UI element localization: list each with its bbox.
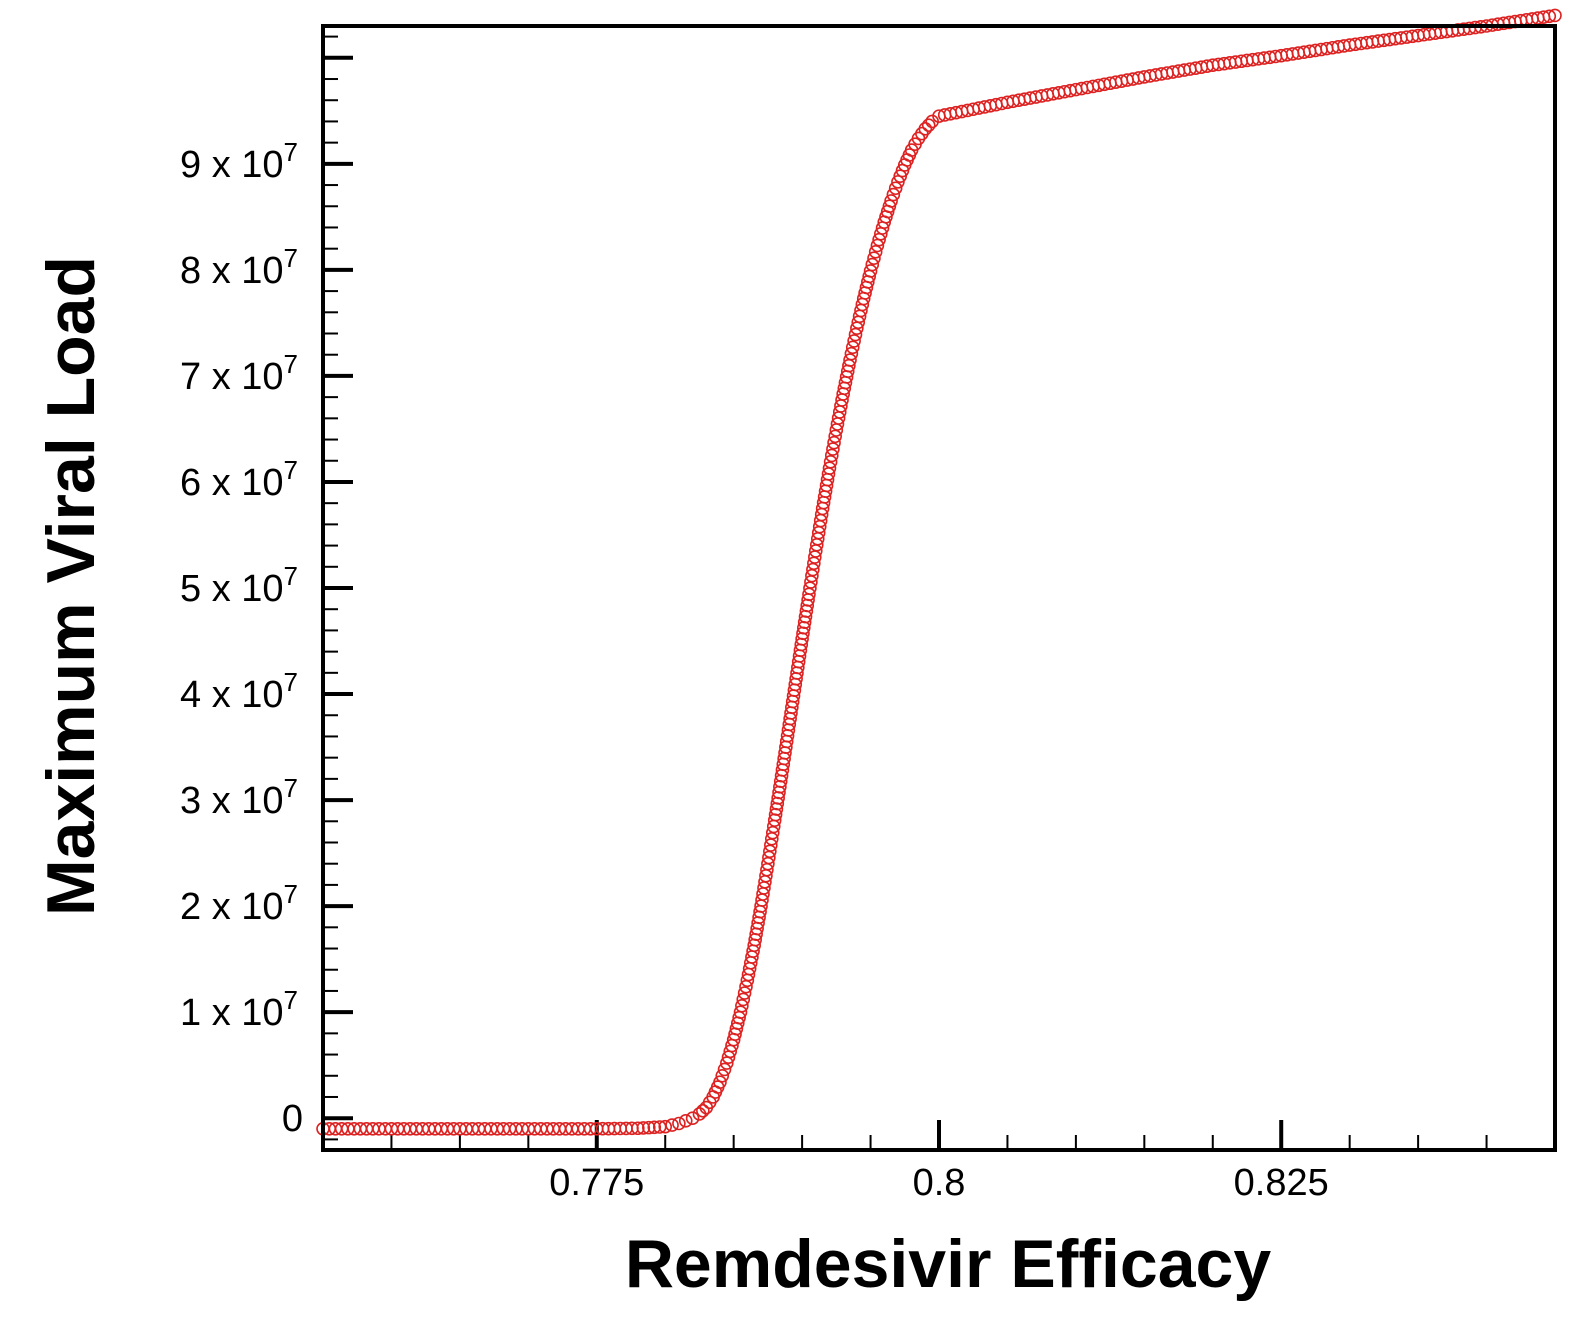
y-tick-label: 8 x 107 — [180, 243, 298, 292]
data-point — [845, 340, 860, 355]
data-point — [824, 448, 839, 463]
data-point — [844, 346, 859, 361]
data-point — [918, 122, 933, 136]
data-point — [1542, 9, 1557, 24]
data-point — [713, 1075, 727, 1089]
y-tick-label: 6 x 107 — [180, 455, 298, 504]
data-point — [868, 245, 883, 259]
data-point — [865, 257, 880, 272]
y-tick-label: 2 x 107 — [180, 879, 298, 928]
y-tick-label: 4 x 107 — [180, 667, 298, 716]
data-point — [678, 1114, 693, 1128]
y-tick-label: 5 x 107 — [180, 561, 298, 610]
y-tick-label: 7 x 107 — [180, 349, 298, 398]
data-point — [921, 118, 936, 132]
data-point — [641, 1120, 656, 1135]
data-point — [888, 181, 903, 196]
data-point — [843, 353, 857, 367]
plot-frame — [321, 24, 1557, 1152]
y-axis-title: Maximum Viral Load — [33, 256, 109, 916]
data-point — [882, 199, 897, 214]
x-axis-tick-labels: 0.775 0.8 0.825 — [549, 1162, 1329, 1204]
data-point — [847, 334, 861, 348]
data-point — [884, 194, 898, 208]
data-point — [658, 1119, 673, 1134]
data-point — [647, 1120, 662, 1135]
y-tick-label: 0 — [282, 1098, 303, 1140]
data-point — [685, 1111, 700, 1125]
data-point — [733, 1005, 748, 1019]
y-tick-label: 3 x 107 — [180, 773, 298, 822]
x-tick-label: 0.775 — [549, 1162, 644, 1204]
y-tick-label: 1 x 107 — [180, 985, 298, 1034]
y-tick-label: 9 x 107 — [180, 137, 298, 186]
data-point — [735, 998, 749, 1013]
x-tick-label: 0.825 — [1234, 1162, 1329, 1204]
data-point — [867, 251, 881, 266]
data-point — [1548, 8, 1562, 23]
x-axis-title: Remdesivir Efficacy — [625, 1226, 1272, 1302]
data-point — [736, 992, 751, 1007]
data-point — [886, 187, 901, 202]
data-point — [672, 1116, 686, 1131]
data-point — [863, 264, 878, 278]
data-point — [822, 461, 837, 475]
data-point — [823, 455, 838, 469]
data-point — [636, 1121, 651, 1135]
data-point — [848, 327, 863, 342]
data-point — [692, 1107, 707, 1121]
data-point — [715, 1068, 730, 1083]
data-point — [696, 1103, 710, 1118]
data-point — [631, 1121, 645, 1136]
data-points — [316, 8, 1562, 1136]
data-point — [717, 1062, 732, 1077]
data-point — [827, 435, 841, 450]
x-tick-label: 0.8 — [913, 1162, 966, 1204]
data-point — [737, 986, 752, 1000]
data-point — [826, 442, 840, 456]
y-axis-ticks — [323, 35, 353, 1141]
data-point — [665, 1118, 679, 1132]
y-axis-tick-labels: 0 1 x 107 2 x 107 3 x 107 4 x 107 5 x 107 6 x … — [180, 137, 303, 1140]
